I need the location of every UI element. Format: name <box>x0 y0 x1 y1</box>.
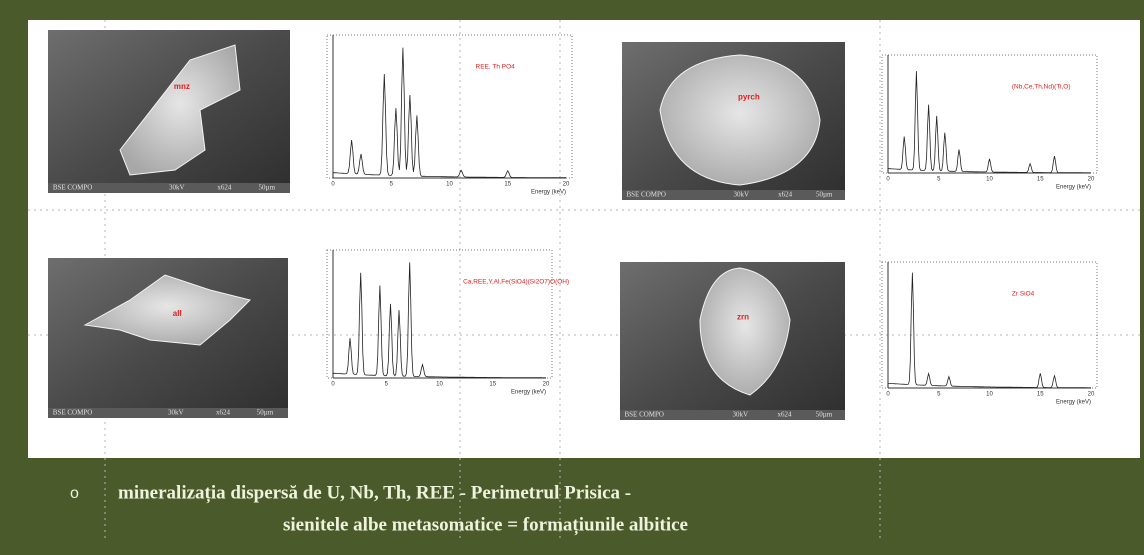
grain-label: all <box>173 309 182 318</box>
spectrum-tick: 15 <box>504 182 511 188</box>
image-footer-text: x624 <box>216 409 231 417</box>
spectrum-formula: (Nb,Ce,Th,Nd)(Ti,O) <box>1012 84 1071 91</box>
image-footer-text: 50µm <box>816 191 833 199</box>
image-footer-text: x624 <box>778 191 793 199</box>
caption-line: sienitele albe metasomatice = formațiuni… <box>283 514 688 535</box>
bullet: o <box>70 485 79 502</box>
spectrum-tick: 20 <box>1088 177 1095 183</box>
spectrum-tick: 15 <box>489 382 496 388</box>
spectrum-tick: 15 <box>1037 392 1044 398</box>
spectrum-tick: 10 <box>446 182 453 188</box>
spectrum-tick: 15 <box>1037 177 1044 183</box>
spectrum-tick: 20 <box>543 382 550 388</box>
image-footer-text: 30kV <box>734 191 750 199</box>
image-footer-text: 50µm <box>259 184 276 192</box>
slide: o mineralizația dispersă de U, Nb, Th, R… <box>0 0 1144 550</box>
image-footer-text: 30kV <box>169 184 185 192</box>
spectrum-tick: 20 <box>1088 392 1095 398</box>
spectrum-axis-label: Energy (keV) <box>1056 185 1091 191</box>
image-footer-text: BSE COMPO <box>625 411 664 419</box>
caption-line: mineralizația dispersă de U, Nb, Th, REE… <box>118 482 631 503</box>
image-footer-text: x624 <box>778 411 793 419</box>
image-footer-text: 50µm <box>816 411 833 419</box>
image-footer-text: 30kV <box>733 411 749 419</box>
grain-label: mnz <box>174 82 190 91</box>
spectrum-tick: 10 <box>986 392 993 398</box>
spectrum-axis-label: Energy (keV) <box>1056 400 1091 406</box>
spectrum-tick: 10 <box>436 382 443 388</box>
image-footer-text: 50µm <box>257 409 274 417</box>
spectrum-axis-label: Energy (keV) <box>511 390 546 396</box>
image-footer-text: 30kV <box>168 409 184 417</box>
image-footer-text: BSE COMPO <box>53 409 92 417</box>
spectrum-axis-label: Energy (keV) <box>531 190 566 196</box>
spectrum-formula: Ca,REE,Y,Al,Fe(SiO4)(Si2O7)O(OH) <box>463 279 569 286</box>
image-footer-text: BSE COMPO <box>53 184 92 192</box>
grain-label: zrn <box>737 312 749 321</box>
spectrum-formula: REE, Th PO4 <box>476 64 516 71</box>
spectrum-tick: 10 <box>986 177 993 183</box>
image-footer-text: BSE COMPO <box>626 191 665 199</box>
spectrum-formula: Zr SiO4 <box>1012 291 1035 298</box>
grain-label: pyrch <box>738 92 760 101</box>
image-footer-text: x624 <box>217 184 232 192</box>
spectrum-tick: 20 <box>563 182 570 188</box>
